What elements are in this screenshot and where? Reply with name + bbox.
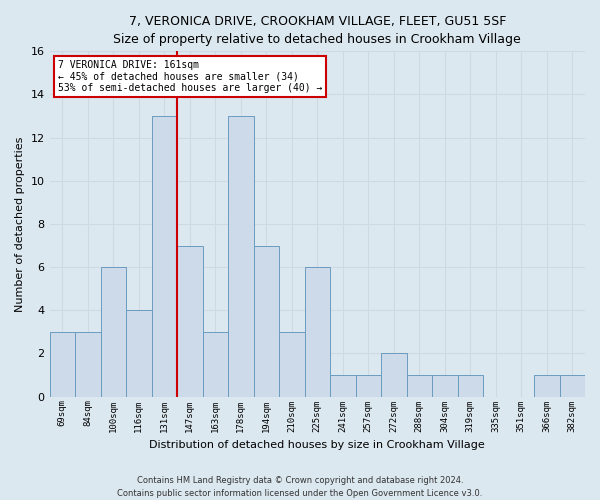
Bar — [356, 375, 381, 396]
X-axis label: Distribution of detached houses by size in Crookham Village: Distribution of detached houses by size … — [149, 440, 485, 450]
Bar — [203, 332, 228, 396]
Bar — [126, 310, 152, 396]
Bar — [50, 332, 75, 396]
Y-axis label: Number of detached properties: Number of detached properties — [15, 136, 25, 312]
Bar — [305, 267, 330, 396]
Bar — [381, 354, 407, 397]
Bar — [152, 116, 177, 396]
Bar — [279, 332, 305, 396]
Text: Contains HM Land Registry data © Crown copyright and database right 2024.
Contai: Contains HM Land Registry data © Crown c… — [118, 476, 482, 498]
Bar — [254, 246, 279, 396]
Bar — [560, 375, 585, 396]
Bar — [228, 116, 254, 396]
Bar — [534, 375, 560, 396]
Bar — [432, 375, 458, 396]
Bar — [75, 332, 101, 396]
Text: 7 VERONICA DRIVE: 161sqm
← 45% of detached houses are smaller (34)
53% of semi-d: 7 VERONICA DRIVE: 161sqm ← 45% of detach… — [58, 60, 322, 93]
Bar — [458, 375, 483, 396]
Bar — [330, 375, 356, 396]
Bar — [177, 246, 203, 396]
Title: 7, VERONICA DRIVE, CROOKHAM VILLAGE, FLEET, GU51 5SF
Size of property relative t: 7, VERONICA DRIVE, CROOKHAM VILLAGE, FLE… — [113, 15, 521, 46]
Bar — [407, 375, 432, 396]
Bar — [101, 267, 126, 396]
